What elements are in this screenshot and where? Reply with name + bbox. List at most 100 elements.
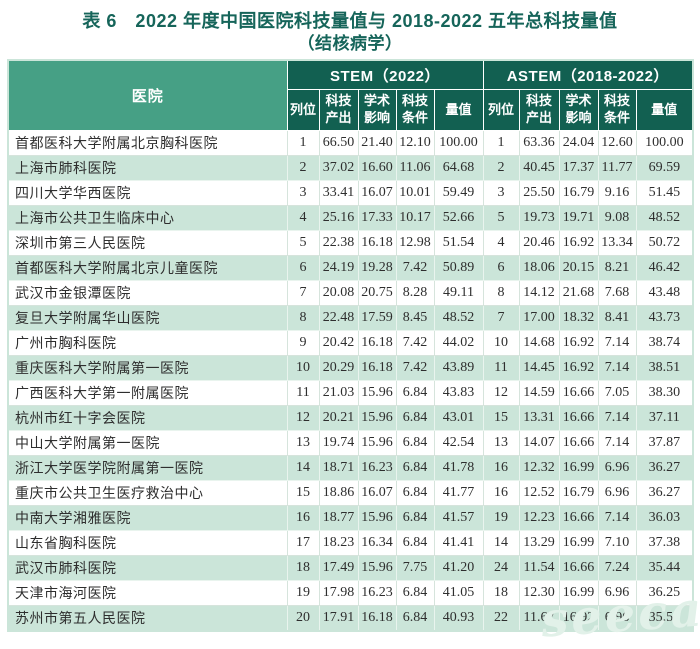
stem-impact-cell: 15.96 [357,430,397,456]
stem-rank-cell: 9 [286,330,320,356]
astem-rank-cell: 8 [482,280,520,306]
astem-rank-cell: 24 [482,555,520,581]
hospital-name-cell: 中南大学湘雅医院 [7,505,288,531]
stem-group-header: STEM（2022） [286,59,484,90]
astem-value-cell: 35.44 [635,555,694,581]
stem-output-cell: 25.16 [318,205,359,231]
astem-condition-cell: 7.14 [597,430,637,456]
stem-value-cell: 100.00 [433,130,484,156]
astem-value-cell: 69.59 [635,155,694,181]
astem-rank-cell: 16 [482,480,520,506]
astem-impact-cell: 16.66 [558,505,599,531]
stem-impact-cell: 16.34 [357,530,397,556]
astem-rank-cell: 2 [482,155,520,181]
astem-rank-cell: 6 [482,255,520,281]
stem-rank-cell: 20 [286,605,320,632]
astem-condition-cell: 7.24 [597,555,637,581]
stem-output-cell: 20.29 [318,355,359,381]
astem-impact-cell: 16.66 [558,430,599,456]
stem-rank-cell: 10 [286,355,320,381]
stem-impact-cell: 17.33 [357,205,397,231]
stem-rank-cell: 13 [286,430,320,456]
astem-condition-cell: 12.60 [597,130,637,156]
astem-value-cell: 38.51 [635,355,694,381]
astem-impact-cell: 16.79 [558,480,599,506]
astem-impact-cell: 16.92 [558,605,599,632]
table-row: 复旦大学附属华山医院 8 22.48 17.59 8.45 48.52 7 17.00 18.3… [7,305,694,331]
table-row: 重庆市公共卫生医疗救治中心 15 18.86 16.07 6.84 41.77 16 12.5… [7,480,694,506]
stem-output-cell: 20.42 [318,330,359,356]
astem-condition-cell: 8.21 [597,255,637,281]
stem-condition-cell: 6.84 [395,530,435,556]
astem-value-cell: 36.03 [635,505,694,531]
stem-value-cell: 41.78 [433,455,484,481]
astem-output-header: 科技产出 [518,89,560,131]
table-title-line1: 表 6 2022 年度中国医院科技量值与 2018-2022 五年总科技量值 [82,11,618,31]
astem-value-cell: 37.11 [635,405,694,431]
astem-condition-cell: 7.68 [597,280,637,306]
hospital-name-cell: 首都医科大学附属北京儿童医院 [7,255,288,281]
table-row: 武汉市肺科医院 18 17.49 15.96 7.75 41.20 24 11.54 16.66… [7,555,694,581]
astem-value-cell: 36.27 [635,455,694,481]
stem-output-cell: 37.02 [318,155,359,181]
stem-condition-cell: 6.84 [395,380,435,406]
astem-condition-cell: 9.08 [597,205,637,231]
stem-condition-cell: 6.84 [395,430,435,456]
astem-output-cell: 14.59 [518,380,560,406]
stem-value-cell: 41.57 [433,505,484,531]
stem-output-cell: 21.03 [318,380,359,406]
stem-output-cell: 18.23 [318,530,359,556]
table-row: 首都医科大学附属北京儿童医院 6 24.19 19.28 7.42 50.89 6 18.06… [7,255,694,281]
hospital-name-cell: 广州市胸科医院 [7,330,288,356]
astem-rank-cell: 7 [482,305,520,331]
hospital-name-cell: 苏州市第五人民医院 [7,605,288,632]
astem-condition-header: 科技条件 [597,89,637,131]
hospital-name-cell: 武汉市肺科医院 [7,555,288,581]
stem-condition-cell: 7.42 [395,355,435,381]
stem-rank-cell: 2 [286,155,320,181]
stem-condition-cell: 6.84 [395,580,435,606]
stem-rank-cell: 17 [286,530,320,556]
astem-condition-cell: 7.14 [597,405,637,431]
stem-impact-cell: 16.60 [357,155,397,181]
stem-impact-cell: 15.96 [357,505,397,531]
stem-value-cell: 64.68 [433,155,484,181]
astem-impact-cell: 16.99 [558,580,599,606]
hospital-name-cell: 重庆市公共卫生医疗救治中心 [7,480,288,506]
astem-rank-cell: 4 [482,230,520,256]
stem-condition-cell: 6.84 [395,455,435,481]
astem-output-cell: 18.06 [518,255,560,281]
hospital-name-cell: 深圳市第三人民医院 [7,230,288,256]
stem-impact-cell: 16.23 [357,455,397,481]
stem-condition-cell: 6.84 [395,505,435,531]
table-row: 深圳市第三人民医院 5 22.38 16.18 12.98 51.54 4 20.46 16.9… [7,230,694,256]
astem-value-cell: 43.48 [635,280,694,306]
astem-value-cell: 51.45 [635,180,694,206]
hospital-name-cell: 中山大学附属第一医院 [7,430,288,456]
table-row: 中山大学附属第一医院 13 19.74 15.96 6.84 42.54 13 14.07 16… [7,430,694,456]
hospital-name-cell: 杭州市红十字会医院 [7,405,288,431]
stem-impact-cell: 16.18 [357,605,397,632]
hospital-name-cell: 上海市肺科医院 [7,155,288,181]
stem-output-cell: 33.41 [318,180,359,206]
astem-value-cell: 43.73 [635,305,694,331]
astem-condition-cell: 7.05 [597,380,637,406]
stem-value-cell: 40.93 [433,605,484,632]
stem-rank-header: 列位 [286,89,320,131]
astem-output-cell: 14.12 [518,280,560,306]
stem-rank-cell: 4 [286,205,320,231]
table-body: 首都医科大学附属北京胸科医院 1 66.50 21.40 12.10 100.00 1 63.… [7,130,694,632]
stem-rank-cell: 7 [286,280,320,306]
table-row: 武汉市金银潭医院 7 20.08 20.75 8.28 49.11 8 14.12 21.68 7… [7,280,694,306]
hospital-name-cell: 武汉市金银潭医院 [7,280,288,306]
stem-output-cell: 20.08 [318,280,359,306]
table-row: 天津市海河医院 19 17.98 16.23 6.84 41.05 18 12.30 16.99… [7,580,694,606]
stem-condition-cell: 11.06 [395,155,435,181]
astem-rank-cell: 5 [482,205,520,231]
astem-output-cell: 19.73 [518,205,560,231]
stem-impact-cell: 16.18 [357,355,397,381]
astem-output-cell: 20.46 [518,230,560,256]
stem-value-cell: 50.89 [433,255,484,281]
astem-output-cell: 14.68 [518,330,560,356]
astem-condition-cell: 9.16 [597,180,637,206]
